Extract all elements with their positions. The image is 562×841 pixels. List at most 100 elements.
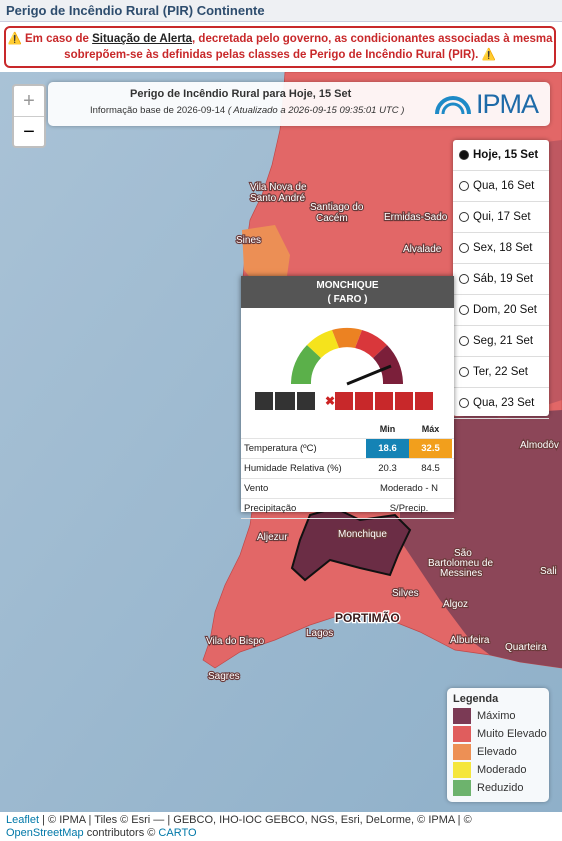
day-option[interactable]: Qua, 23 Set [453, 388, 549, 419]
day-label: Qua, 16 Set [473, 180, 535, 192]
legend-item: Máximo [447, 707, 549, 725]
popup-district: ( FARO ) [327, 294, 368, 305]
alert-text: Em caso de [24, 33, 89, 45]
text: IPMA [59, 814, 86, 826]
text: | © [457, 814, 472, 826]
place-label: Quarteira [505, 642, 547, 653]
cell: 18.6 [366, 439, 409, 458]
day-option[interactable]: Dom, 20 Set [453, 295, 549, 326]
legend-swatch [453, 780, 471, 796]
place-label: Vila do Bispo [206, 636, 265, 647]
day-option[interactable]: Qui, 17 Set [453, 202, 549, 233]
place-label: Monchique [338, 529, 387, 540]
place-label: Cacém [316, 213, 348, 224]
legend-label: Elevado [477, 746, 517, 758]
day-option[interactable]: Ter, 22 Set [453, 357, 549, 388]
danger-gauge: ✖ [255, 327, 433, 410]
place-label: Sines [236, 235, 261, 246]
day-selector: Hoje, 15 Set Qua, 16 Set Qui, 17 Set Sex, 1… [453, 140, 549, 419]
place-label: Messines [440, 568, 482, 579]
day-label: Sáb, 19 Set [473, 273, 534, 285]
region-elevado [242, 225, 290, 290]
place-label: Santo André [250, 193, 305, 204]
legend-label: Moderado [477, 764, 527, 776]
day-option[interactable]: Hoje, 15 Set [453, 140, 549, 171]
table-row: Vento Moderado - N [241, 479, 454, 499]
legend-label: Muito Elevado [477, 728, 547, 740]
zoom-in[interactable]: + [23, 90, 35, 112]
day-label: Hoje, 15 Set [473, 149, 539, 161]
map-title-box: Perigo de Incêndio Rural para Hoje, 15 S… [48, 82, 550, 126]
place-label: Vila Nova de [250, 182, 307, 193]
link[interactable]: Leaflet [6, 814, 40, 826]
legend-swatch [453, 744, 471, 760]
day-option[interactable]: Qua, 16 Set [453, 171, 549, 202]
place-label: Santiago do [310, 202, 364, 213]
radio[interactable] [459, 150, 469, 160]
svg-text:✖: ✖ [325, 394, 335, 408]
row-label: Temperatura (ºC) [244, 443, 317, 454]
radio[interactable] [459, 336, 469, 346]
day-label: Seg, 21 Set [473, 335, 534, 347]
place-label: Sagres [208, 671, 240, 682]
place-label: Aljezur [257, 532, 288, 543]
text: IPMA [428, 814, 455, 826]
alert-text: , decretada pelo governo, as condicionan… [64, 33, 553, 61]
day-option[interactable]: Sex, 18 Set [453, 233, 549, 264]
link[interactable]: CARTO [158, 827, 197, 839]
popup-header: MONCHIQUE ( FARO ) [241, 276, 454, 308]
popup: MONCHIQUE ( FARO ) ✖ Min Máx Temperatura (… [241, 276, 454, 519]
base-info: Informação base de 2026-09-14 [90, 105, 226, 116]
row-label: Humidade Relativa (%) [244, 463, 342, 474]
place-label: PORTIMÃO [335, 610, 400, 625]
legend-item: Moderado [447, 761, 549, 779]
monchique-area[interactable] [290, 506, 412, 582]
legend-swatch [453, 708, 471, 724]
table-row: Precipitação S/Precip. [241, 499, 454, 519]
table-header: Min Máx [241, 419, 454, 439]
table-row: Temperatura (ºC) 18.6 32.5 [241, 439, 454, 459]
radio[interactable] [459, 367, 469, 377]
day-option[interactable]: Seg, 21 Set [453, 326, 549, 357]
text: | © [42, 814, 57, 826]
page-title: Perigo de Incêndio Rural (PIR) Continent… [0, 0, 562, 22]
row-label: Vento [244, 483, 269, 494]
legend-item: Elevado [447, 743, 549, 761]
logo-text: IPMA [476, 89, 539, 119]
table-row: Humidade Relativa (%) 20.3 84.5 [241, 459, 454, 479]
radio[interactable] [459, 398, 469, 408]
map-title: Perigo de Incêndio Rural para Hoje, 15 S… [130, 88, 352, 100]
day-label: Ter, 22 Set [473, 366, 528, 378]
day-label: Dom, 20 Set [473, 304, 537, 316]
updated-info: ( Atualizado a 2026-09-15 09:35:01 UTC ) [227, 105, 405, 116]
radio[interactable] [459, 243, 469, 253]
place-label: Bartolomeu de [428, 558, 493, 569]
radio[interactable] [459, 274, 469, 284]
legend: Legenda Máximo Muito Elevado Elevado Modera… [447, 688, 549, 802]
day-option[interactable]: Sáb, 19 Set [453, 264, 549, 295]
place-label: Algoz [443, 599, 468, 610]
map-subtitle: Informação base de 2026-09-14 ( Atualiza… [90, 105, 404, 116]
zoom-out[interactable]: − [14, 116, 44, 147]
place-label: Alvalade [403, 244, 442, 255]
day-label: Qui, 17 Set [473, 211, 531, 223]
radio[interactable] [459, 305, 469, 315]
place-label: São [454, 548, 472, 559]
link[interactable]: OpenStreetMap [6, 827, 84, 839]
radio[interactable] [459, 212, 469, 222]
day-label: Qua, 23 Set [473, 397, 535, 409]
cell: S/Precip. [389, 503, 429, 514]
popup-name: MONCHIQUE [316, 280, 379, 291]
radio[interactable] [459, 181, 469, 191]
col-max: Máx [421, 423, 440, 434]
day-label: Sex, 18 Set [473, 242, 533, 254]
place-label: Silves [392, 588, 419, 599]
row-label: Precipitação [244, 503, 297, 514]
place-label: Albufeira [450, 635, 490, 646]
legend-swatch [453, 726, 471, 742]
place-label: Ermidas-Sado [384, 212, 448, 223]
place-label: Sali [540, 566, 557, 577]
alert-link[interactable]: Situação de Alerta [92, 33, 193, 45]
legend-item: Muito Elevado [447, 725, 549, 743]
